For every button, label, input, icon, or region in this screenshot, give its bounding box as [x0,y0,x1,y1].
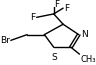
Text: F: F [64,4,69,13]
Text: S: S [52,53,57,62]
Text: Br: Br [0,36,10,45]
Text: F: F [55,0,60,9]
Text: F: F [30,13,35,22]
Text: N: N [81,30,88,39]
Text: CH₃: CH₃ [80,55,96,64]
